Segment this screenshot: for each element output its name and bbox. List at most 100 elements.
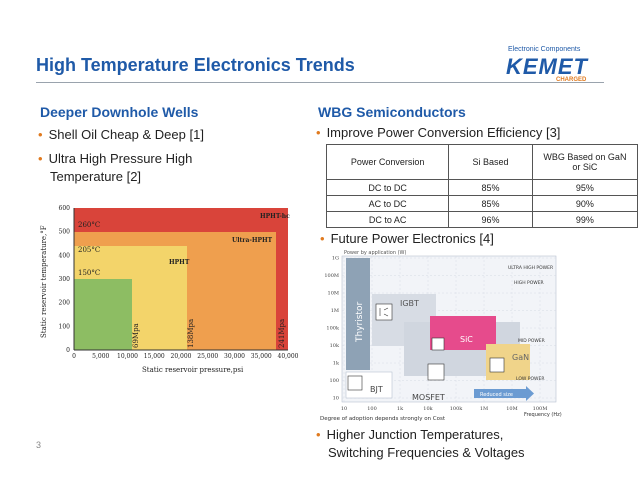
- diagram-y-label: 1G: [332, 256, 339, 262]
- table-cell: 90%: [531, 195, 638, 212]
- hpht-chart: 260°C 205°C 150°C HPHT-hc Ultra-HPHT HPH…: [40, 205, 299, 374]
- title-divider: [36, 82, 604, 83]
- zone-label-hpht-hc: HPHT-hc: [260, 213, 290, 220]
- thyristor-region: [346, 258, 370, 370]
- reduced-size-label: Reduced size: [480, 392, 513, 398]
- table-cell: 85%: [448, 195, 533, 212]
- y-tick-label: 400: [59, 252, 71, 259]
- reduced-size-arrow: [474, 389, 526, 398]
- temp-label-260: 260°C: [78, 221, 100, 229]
- adoption-label: Degree of adoption depends strongly on C…: [320, 416, 446, 422]
- x-tick-label: 35,000: [251, 353, 272, 360]
- diagram-y-labels: 1G 100M 10M 1M 100k 10k 1k 100 10: [324, 256, 340, 402]
- logo-tagline: Electronic Components: [508, 46, 581, 53]
- left-bullet-1: • Shell Oil Cheap & Deep [1]: [38, 127, 204, 142]
- temp-label-150: 150°C: [78, 269, 100, 277]
- gan-label: GaN: [512, 353, 529, 362]
- x-tick-label: 30,000: [224, 353, 245, 360]
- diagram-y-label: 10M: [328, 291, 339, 297]
- temp-label-205: 205°C: [78, 246, 100, 254]
- table-cell: DC to DC: [325, 179, 450, 196]
- power-electronics-diagram: .dl { font-family:"DejaVu Sans", sans-se…: [320, 250, 562, 422]
- right-bullet-3: • Higher Junction Temperatures, Switching…: [316, 426, 636, 462]
- diagram-x-label: 10: [341, 406, 347, 412]
- diagram-y-label: 100M: [324, 273, 339, 279]
- zone-label-hpht: HPHT: [169, 259, 190, 266]
- bjt-symbol-icon: [347, 375, 363, 391]
- table-header-conversion: Power Conversion: [325, 144, 450, 180]
- table-cell: 85%: [448, 179, 533, 196]
- x-tick-label: 25,000: [197, 353, 218, 360]
- bjt-label: BJT: [370, 385, 383, 394]
- table-row: AC to DC 85% 90%: [325, 195, 638, 212]
- diagram-y-label: 1k: [333, 361, 340, 367]
- table-cell: DC to AC: [325, 211, 450, 228]
- mid-power-label: MID POWER: [518, 338, 545, 344]
- diagram-x-label: 100k: [450, 406, 464, 412]
- low-power-label: LOW POWER: [516, 376, 544, 382]
- y-tick-label: 0: [66, 347, 70, 354]
- page-title: High Temperature Electronics Trends: [36, 55, 355, 75]
- igbt-symbol-icon: [375, 303, 393, 321]
- x-tick-label: 20,000: [171, 353, 192, 360]
- zone-standard: [74, 279, 132, 350]
- diagram-y-label: 10k: [330, 343, 340, 349]
- frequency-label: Frequency (Hz): [524, 412, 562, 418]
- table-row: DC to DC 85% 95%: [325, 179, 638, 196]
- y-tick-label: 500: [59, 229, 71, 236]
- table-cell: 95%: [531, 179, 638, 196]
- logo-sub: CHARGED: [556, 77, 587, 83]
- x-tick-label: 0: [72, 353, 76, 360]
- y-tick-label: 300: [59, 276, 71, 283]
- right-bullet-1-text: Improve Power Conversion Efficiency [3]: [326, 125, 561, 140]
- x-tick-label: 5,000: [92, 353, 109, 360]
- kemet-logo: KEMET: [506, 54, 588, 79]
- diagram-x-label: 10M: [506, 406, 517, 412]
- table-header-wbg: WBG Based on GaN or SiC: [531, 144, 638, 180]
- y-tick-label: 200: [59, 300, 71, 307]
- left-bullet-1-text: Shell Oil Cheap & Deep [1]: [48, 127, 204, 142]
- zone-label-ultra-hpht: Ultra-HPHT: [232, 237, 273, 244]
- reduced-size-arrowhead: [526, 386, 534, 401]
- diagram-y-label: 10: [333, 396, 339, 402]
- diagram-x-labels: 10 100 1k 10k 100k 1M 10M 100M: [341, 406, 548, 412]
- right-bullet-3-line1: Higher Junction Temperatures,: [326, 427, 504, 442]
- sic-symbol-icon: [431, 337, 445, 351]
- left-heading: Deeper Downhole Wells: [40, 104, 199, 120]
- x-tick-labels: 0 5,000 10,000 15,000 20,000 25,000 30,000 35,0…: [72, 353, 299, 360]
- left-bullet-2-text: Ultra High Pressure High Temperature [2]: [48, 151, 193, 184]
- igbt-label: IGBT: [400, 299, 419, 308]
- right-bullet-2-text: Future Power Electronics [4]: [330, 231, 494, 246]
- ultra-high-power-label: ULTRA HIGH POWER: [508, 265, 553, 271]
- efficiency-table: Power Conversion Si Based WBG Based on G…: [325, 144, 638, 228]
- diagram-y-label: 1M: [331, 308, 339, 314]
- diagram-x-label: 100: [367, 406, 377, 412]
- y-tick-labels: 0 100 200 300 400 500 600: [59, 205, 71, 354]
- diagram-y-label: 100k: [326, 326, 340, 332]
- mosfet-symbol-icon: [427, 363, 445, 381]
- diagram-x-label: 100M: [533, 406, 548, 412]
- table-cell: AC to DC: [325, 195, 450, 212]
- high-power-label: HIGH POWER: [514, 280, 544, 286]
- right-bullet-1: • Improve Power Conversion Efficiency [3]: [316, 125, 561, 140]
- table-header-si: Si Based: [448, 144, 533, 180]
- diagram-x-label: 10k: [423, 406, 433, 412]
- sic-label: SiC: [460, 335, 473, 344]
- chart-xlabel: Static reservoir pressure,psi: [142, 366, 244, 374]
- diagram-top-label: Power by application (W): [344, 250, 406, 256]
- y-tick-label: 600: [59, 205, 71, 212]
- pressure-69mpa: 69Mpa: [132, 323, 140, 348]
- table-row: DC to AC 96% 99%: [325, 211, 638, 228]
- x-tick-label: 10,000: [117, 353, 138, 360]
- mosfet-label: MOSFET: [412, 393, 445, 402]
- left-bullet-2: • Ultra High Pressure High Temperature [2…: [38, 151, 193, 184]
- table-header-row: Power Conversion Si Based WBG Based on G…: [325, 144, 638, 180]
- diagram-x-label: 1k: [397, 406, 404, 412]
- slide-number: 3: [36, 440, 42, 450]
- gan-symbol-icon: [489, 357, 505, 373]
- pressure-241mpa: 241Mpa: [278, 319, 286, 348]
- pressure-138mpa: 138Mpa: [187, 319, 195, 348]
- x-tick-label: 15,000: [144, 353, 165, 360]
- right-bullet-2: • Future Power Electronics [4]: [320, 231, 494, 246]
- diagram-y-label: 100: [329, 378, 339, 384]
